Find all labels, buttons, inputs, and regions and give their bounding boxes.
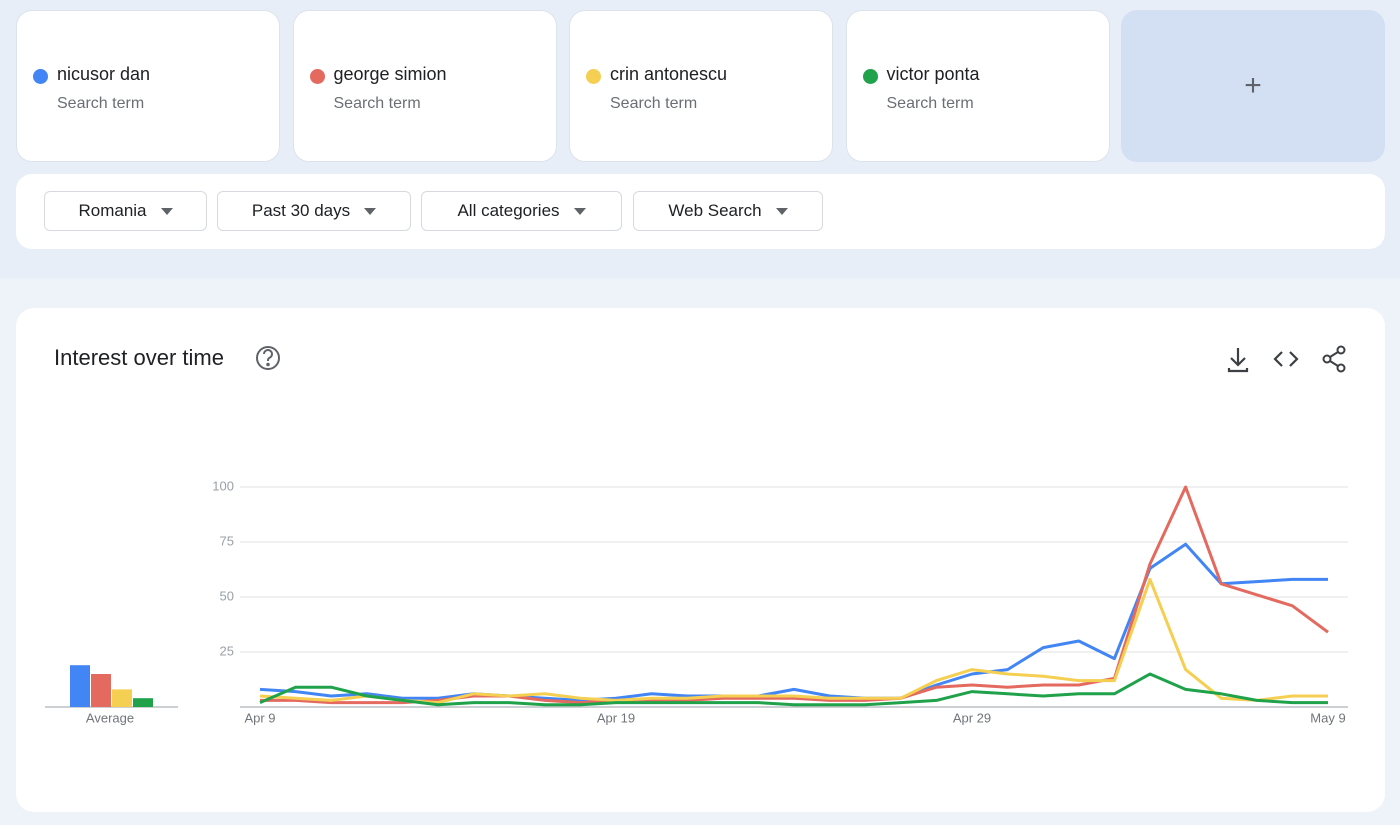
filter-label: All categories — [457, 201, 560, 220]
share-icon[interactable] — [1322, 345, 1346, 373]
filter-label: Past 30 days — [251, 201, 351, 220]
y-tick-label: 100 — [212, 478, 234, 493]
average-bar — [70, 665, 90, 707]
search-term-card[interactable]: george simion Search term — [292, 10, 557, 162]
filter-label: Romania — [78, 201, 147, 220]
color-dot — [862, 69, 878, 84]
average-label: Average — [86, 710, 134, 725]
search-term-card[interactable]: victor ponta Search term — [845, 10, 1110, 162]
dropdown-arrow — [160, 207, 173, 215]
interest-panel: Interest over time 25 50 75 100 Apr 9 Apr 19 A… — [16, 308, 1385, 812]
x-tick-label: Apr 9 — [244, 710, 275, 725]
trend-line — [259, 672, 1328, 707]
dropdown-arrow — [775, 207, 788, 215]
add-term-button[interactable]: + — [1121, 10, 1385, 162]
chart: Interest over time 25 50 75 100 Apr 9 Apr 19 A… — [45, 345, 1348, 725]
trend-line — [260, 485, 1329, 705]
filter-label: Web Search — [668, 201, 762, 220]
average-bar — [112, 689, 132, 707]
embed-icon[interactable] — [1273, 351, 1299, 367]
term-name: crin antonescu — [610, 64, 728, 84]
term-name: nicusor dan — [57, 64, 151, 84]
dropdown-arrow — [364, 207, 377, 215]
filter-dropdown[interactable]: Romania — [44, 191, 207, 231]
download-icon[interactable] — [1227, 348, 1249, 373]
x-tick-label: Apr 19 — [597, 710, 635, 725]
term-name: george simion — [333, 64, 447, 84]
x-tick-label: May 9 — [1310, 710, 1345, 725]
color-dot — [586, 69, 601, 84]
dropdown-arrow — [573, 207, 586, 215]
term-type: Search term — [610, 95, 698, 112]
chart-title: Interest over time — [54, 345, 224, 370]
x-tick-label: Apr 29 — [953, 710, 991, 725]
filter-dropdown[interactable]: Past 30 days — [217, 191, 411, 231]
color-dot — [309, 69, 325, 84]
term-type: Search term — [886, 95, 974, 112]
trend-line — [259, 577, 1328, 705]
filter-bar: Romania Past 30 days All categories Web Sea… — [16, 174, 1385, 249]
average-bar — [133, 698, 153, 707]
filter-dropdown[interactable]: Web Search — [633, 191, 823, 231]
filter-dropdown[interactable]: All categories — [421, 191, 622, 231]
y-tick-label: 50 — [220, 588, 234, 603]
term-name: victor ponta — [886, 64, 980, 84]
search-term-card[interactable]: crin antonescu Search term — [569, 10, 833, 162]
color-dot — [33, 69, 48, 84]
term-type: Search term — [57, 95, 145, 112]
term-type: Search term — [333, 95, 421, 112]
average-bar — [91, 674, 111, 707]
y-tick-label: 25 — [220, 643, 234, 658]
help-icon[interactable] — [256, 346, 280, 370]
search-term-card[interactable]: nicusor dan Search term — [16, 10, 280, 162]
y-tick-label: 75 — [220, 533, 234, 548]
